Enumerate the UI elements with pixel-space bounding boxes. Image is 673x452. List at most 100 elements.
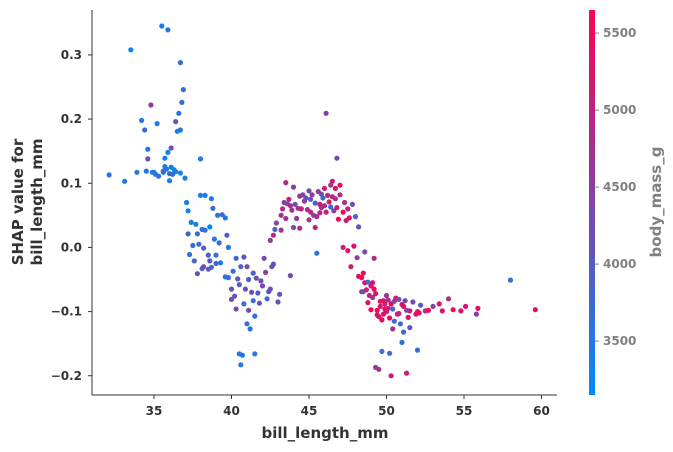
x-ticks: 35 40 45 50 55 60	[146, 395, 550, 418]
data-point	[294, 215, 300, 222]
data-point	[425, 307, 431, 313]
data-point	[216, 240, 222, 246]
data-point	[236, 282, 242, 288]
data-point	[180, 87, 186, 93]
data-point	[222, 215, 228, 221]
data-point	[303, 195, 309, 201]
data-point	[256, 300, 262, 306]
data-point	[335, 216, 341, 222]
data-point	[250, 298, 256, 304]
data-point	[241, 301, 247, 307]
data-point	[258, 278, 264, 284]
data-point	[143, 168, 149, 174]
data-point	[267, 286, 273, 292]
data-point	[332, 185, 338, 191]
data-point	[272, 226, 278, 232]
data-point	[230, 268, 236, 274]
data-point	[463, 303, 469, 309]
data-point	[134, 169, 140, 175]
data-point	[329, 178, 335, 184]
data-point	[345, 248, 351, 254]
data-point	[252, 351, 258, 357]
data-point	[165, 149, 171, 155]
data-point	[219, 212, 225, 218]
data-point	[173, 119, 179, 125]
data-point	[208, 264, 214, 270]
data-point	[297, 225, 303, 231]
data-point	[314, 214, 320, 220]
data-points	[106, 23, 538, 379]
data-point	[242, 286, 248, 292]
data-point	[371, 286, 377, 292]
data-point	[267, 237, 273, 243]
data-point	[255, 290, 261, 296]
data-point	[439, 308, 445, 314]
data-point	[349, 201, 355, 207]
data-point	[287, 273, 293, 279]
data-point	[239, 352, 245, 358]
data-point	[473, 311, 479, 317]
data-point	[289, 207, 295, 213]
data-point	[436, 301, 442, 307]
data-point	[278, 227, 284, 233]
data-point	[354, 255, 360, 261]
data-point	[312, 224, 318, 231]
y-axis-title-line-1: SHAP value for	[9, 138, 27, 265]
data-point	[241, 254, 247, 260]
colorbar-ticks: 3500 4000 4500 5000 5500	[595, 26, 636, 348]
data-point	[244, 264, 250, 270]
data-point	[207, 258, 213, 264]
data-point	[182, 175, 188, 181]
data-point	[201, 245, 207, 251]
data-point	[351, 243, 357, 249]
data-point	[275, 299, 281, 305]
data-point	[238, 264, 244, 270]
data-point	[270, 232, 276, 238]
data-point	[332, 196, 338, 202]
data-point	[348, 264, 354, 270]
data-point	[387, 350, 393, 356]
data-point	[325, 192, 331, 198]
data-point	[176, 110, 182, 116]
data-point	[340, 209, 346, 215]
data-point	[342, 199, 348, 206]
data-point	[163, 166, 169, 172]
data-point	[247, 326, 253, 332]
data-point	[402, 298, 408, 304]
data-point	[410, 299, 416, 305]
data-point	[232, 293, 238, 299]
data-point	[331, 208, 337, 214]
data-point	[215, 212, 221, 218]
data-point	[309, 192, 315, 198]
data-point	[430, 303, 436, 309]
data-point	[370, 294, 376, 301]
data-point	[359, 275, 365, 281]
data-point	[250, 270, 256, 276]
data-point	[184, 199, 190, 206]
data-point	[185, 231, 191, 237]
data-point	[165, 27, 171, 33]
data-point	[401, 303, 407, 309]
data-point	[283, 215, 289, 222]
data-point	[365, 300, 371, 306]
data-point	[177, 170, 183, 176]
data-point	[179, 99, 185, 105]
data-point	[142, 127, 148, 133]
data-point	[323, 209, 329, 215]
data-point	[263, 269, 269, 275]
data-point	[207, 224, 213, 230]
data-point	[159, 23, 165, 29]
data-point	[475, 305, 481, 311]
data-point	[396, 310, 402, 317]
data-point	[213, 260, 219, 267]
data-point	[387, 315, 393, 321]
data-point	[187, 251, 193, 258]
x-tick-label: 40	[223, 404, 240, 418]
data-point	[337, 182, 343, 188]
data-point	[356, 224, 362, 230]
x-tick-label: 55	[456, 404, 473, 418]
data-point	[145, 146, 151, 152]
data-point	[233, 255, 239, 261]
data-point	[205, 252, 211, 258]
data-point	[148, 102, 154, 108]
